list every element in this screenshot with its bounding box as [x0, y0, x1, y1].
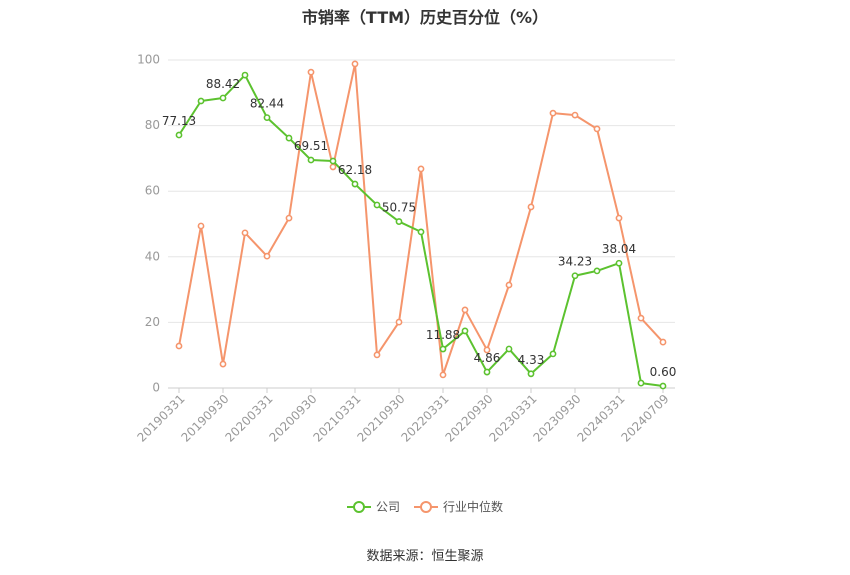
data-point-industry-median [527, 203, 535, 211]
data-point-company [439, 345, 447, 353]
data-point-industry-median [241, 229, 249, 237]
data-label: 50.75 [382, 201, 416, 215]
data-point-industry-median [461, 306, 469, 314]
data-point-company [593, 267, 601, 275]
legend-label-company: 公司 [375, 500, 400, 514]
data-point-company [659, 382, 667, 390]
data-point-industry-median [219, 360, 227, 368]
legend-item-company[interactable]: 公司 [346, 498, 400, 515]
data-point-industry-median [505, 281, 513, 289]
chart-title: 市销率（TTM）历史百分位（%） [301, 8, 549, 27]
y-gridlines [168, 59, 675, 323]
series-industry-median [175, 60, 667, 379]
data-point-industry-median [329, 163, 337, 171]
y-tick-label: 20 [145, 315, 160, 329]
data-point-company [483, 368, 491, 376]
data-point-company [417, 228, 425, 236]
data-point-company [219, 94, 227, 102]
data-labels-company: 77.13 88.42 82.44 69.51 62.18 50.75 11.88 4.86 4… [162, 77, 677, 379]
data-label: 0.60 [650, 365, 677, 379]
data-point-industry-median [285, 214, 293, 222]
legend: 公司 行业中位数 [0, 498, 850, 515]
data-label: 4.86 [474, 351, 501, 365]
data-point-industry-median [439, 371, 447, 379]
series-company [175, 71, 667, 390]
y-tick-label: 80 [145, 118, 160, 132]
data-point-company [373, 201, 381, 209]
data-label: 62.18 [338, 163, 372, 177]
legend-marker-company [352, 500, 365, 513]
data-point-company [461, 327, 469, 335]
data-label: 82.44 [250, 97, 284, 111]
data-point-industry-median [351, 60, 359, 68]
data-point-industry-median [659, 338, 667, 346]
legend-item-industry-median[interactable]: 行业中位数 [414, 498, 503, 515]
data-point-company [175, 131, 183, 139]
data-point-industry-median [307, 68, 315, 76]
legend-swatch-industry-median [414, 500, 438, 514]
data-point-industry-median [571, 111, 579, 119]
data-point-industry-median [637, 314, 645, 322]
data-source-note: 数据来源：恒生聚源 [366, 549, 484, 564]
data-point-company [549, 350, 557, 358]
data-point-industry-median [395, 318, 403, 326]
legend-label-industry-median: 行业中位数 [443, 500, 504, 514]
data-point-company [329, 157, 337, 165]
y-tick-label: 40 [145, 249, 160, 263]
data-point-company [571, 272, 579, 280]
data-point-industry-median [417, 165, 425, 173]
data-point-company [241, 71, 249, 79]
data-point-company [505, 345, 513, 353]
data-point-industry-median [263, 252, 271, 260]
data-point-company [351, 180, 359, 188]
data-point-company [263, 114, 271, 121]
data-point-company [197, 97, 205, 105]
data-point-industry-median [175, 342, 183, 350]
data-label: 38.04 [602, 242, 636, 256]
data-point-company [637, 379, 645, 387]
y-tick-label: 0 [152, 381, 160, 395]
data-label: 11.88 [426, 328, 460, 342]
data-point-industry-median [483, 346, 491, 354]
data-point-industry-median [373, 351, 381, 359]
data-point-company [285, 134, 293, 142]
data-label: 88.42 [206, 77, 240, 91]
data-point-industry-median [197, 222, 205, 230]
data-label: 69.51 [294, 139, 328, 153]
legend-marker-industry-median [420, 500, 432, 513]
x-tick-label: 20240709 [619, 392, 672, 445]
data-point-industry-median [593, 125, 601, 133]
y-tick-label: 100 [137, 53, 160, 67]
data-point-industry-median [549, 109, 557, 117]
data-label: 77.13 [162, 114, 196, 128]
data-label: 4.33 [518, 353, 545, 367]
data-point-company [615, 259, 623, 267]
data-point-company [527, 370, 535, 378]
data-point-company [395, 218, 403, 225]
x-axis-labels: 2019033120190930202003312020093020210331… [135, 388, 672, 445]
data-point-company [307, 156, 315, 164]
legend-swatch-company [346, 500, 371, 514]
y-axis-labels: 0 20 40 60 80 100 [137, 53, 160, 395]
data-label: 34.23 [558, 255, 592, 269]
data-point-industry-median [615, 214, 623, 222]
y-tick-label: 60 [145, 184, 160, 198]
